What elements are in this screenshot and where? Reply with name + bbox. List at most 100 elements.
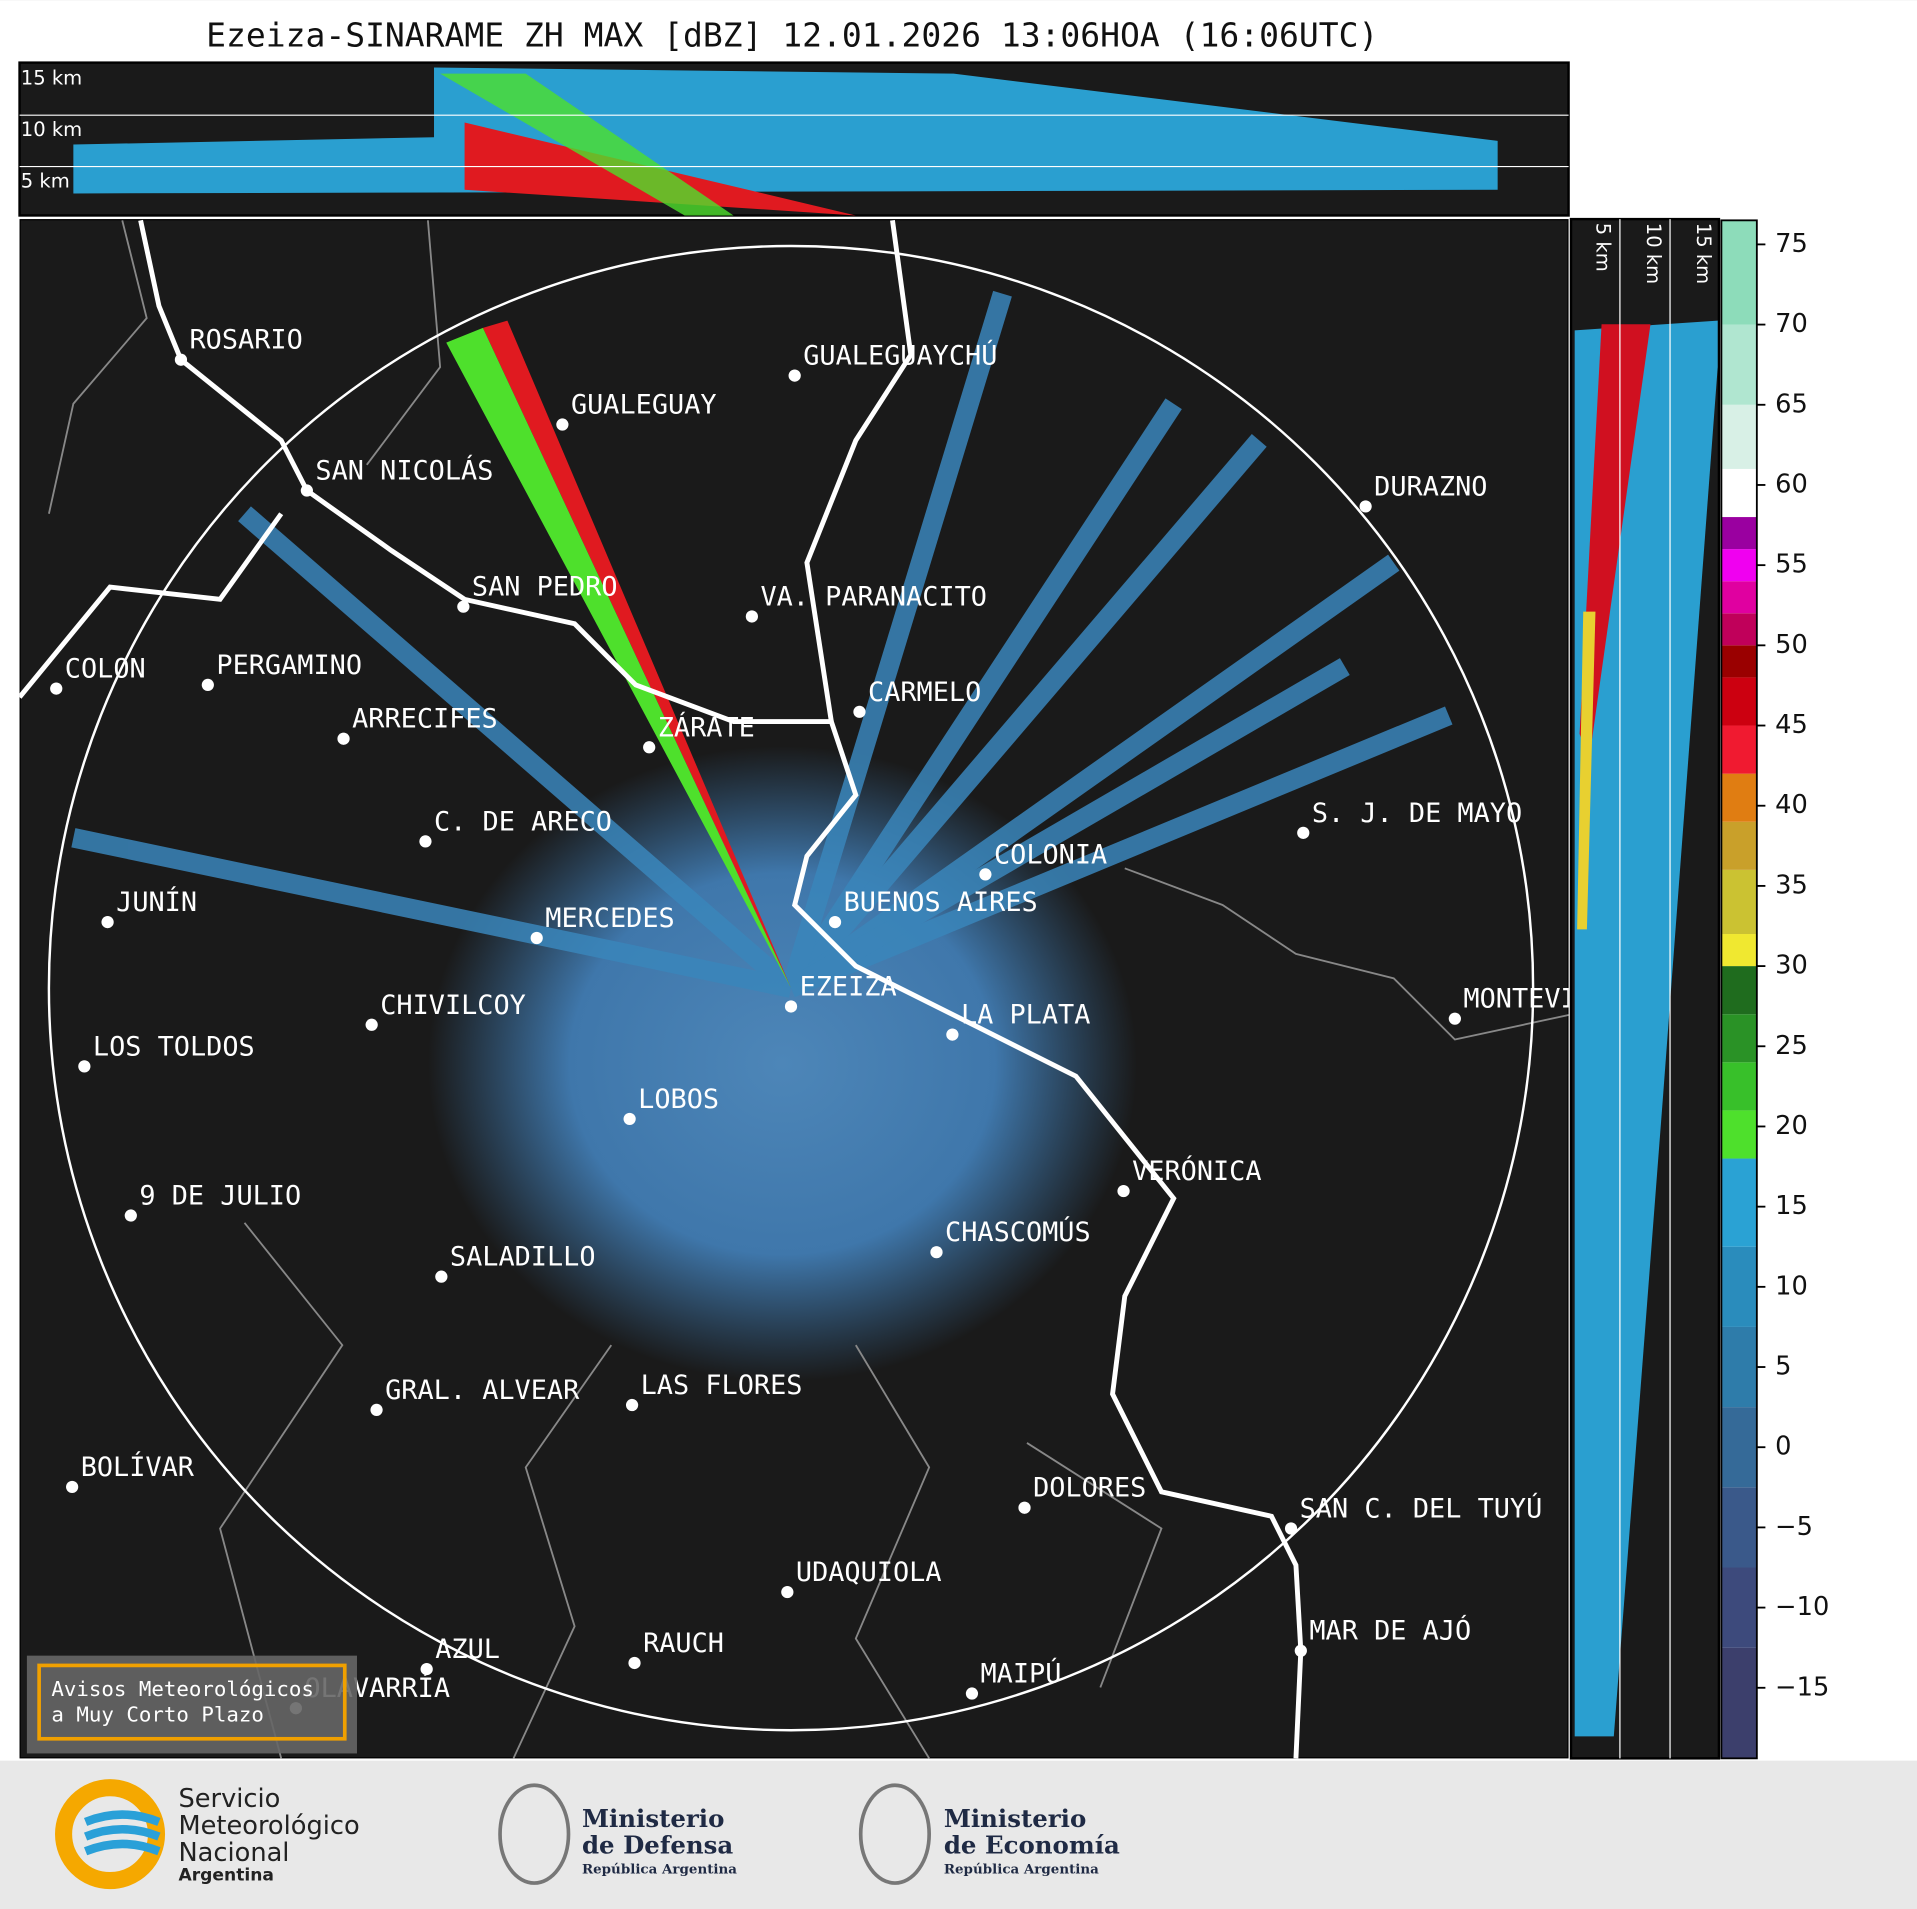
top-cross-section: 15 km 10 km 5 km	[18, 61, 1570, 217]
city-label: BOLÍVAR	[81, 1451, 195, 1483]
colorbar-segment	[1721, 468, 1757, 518]
colorbar-tick-label: 30	[1775, 951, 1808, 981]
right-cross-section: 5 km 10 km 15 km	[1569, 217, 1721, 1760]
city-label: MONTEVIDEO	[1463, 984, 1625, 1015]
colorbar-tick-label: −15	[1775, 1672, 1829, 1702]
height-label: 10 km	[1642, 223, 1665, 284]
city-label: CHASCOMÚS	[945, 1216, 1091, 1248]
colorbar-segment	[1721, 1110, 1757, 1159]
colorbar-segment	[1721, 1158, 1757, 1247]
city-dot	[457, 600, 470, 613]
city-label: UDAQUIOLA	[796, 1557, 942, 1588]
city-dot	[435, 1270, 448, 1283]
colorbar-tick-label: 20	[1775, 1111, 1808, 1141]
colorbar-tick-label: 5	[1775, 1352, 1791, 1382]
city-label: ARRECIFES	[352, 704, 498, 735]
city-label: LOBOS	[638, 1084, 719, 1115]
colorbar-tick-label: 55	[1775, 550, 1808, 580]
logo-text: Ministerio	[944, 1804, 1086, 1833]
city-label: S. J. DE MAYO	[1312, 798, 1522, 829]
city-label: GUALEGUAYCHÚ	[803, 340, 997, 372]
city-dot	[623, 1112, 636, 1126]
city-label: SALADILLO	[450, 1242, 596, 1273]
city-dot	[930, 1246, 943, 1259]
city-label: AZUL	[435, 1634, 500, 1665]
city-label: COLONIA	[994, 839, 1107, 870]
logo-text: Nacional	[178, 1838, 289, 1868]
colorbar-frame	[1720, 219, 1758, 1760]
city-dot	[853, 705, 866, 718]
city-label: SAN NICOLÁS	[315, 455, 493, 487]
city-label: DOLORES	[1033, 1473, 1146, 1504]
colorbar-segment	[1721, 645, 1757, 678]
logo-text: República Argentina	[944, 1861, 1099, 1877]
colorbar-segment	[1721, 869, 1757, 935]
logo-text: Meteorológico	[178, 1811, 359, 1841]
city-label: RAUCH	[643, 1628, 724, 1659]
colorbar-segment	[1721, 934, 1757, 967]
colorbar-segment	[1721, 1487, 1757, 1568]
height-label: 5 km	[21, 169, 70, 192]
logo-text: Servicio	[178, 1784, 280, 1814]
city-dot	[174, 353, 188, 366]
city-dot	[784, 1000, 798, 1013]
height-label: 15 km	[1692, 223, 1715, 284]
city-dot	[66, 1480, 79, 1494]
city-dot	[50, 682, 63, 695]
colorbar-segment	[1721, 613, 1757, 646]
city-label: DURAZNO	[1374, 471, 1487, 502]
city-label: VERÓNICA	[1132, 1155, 1261, 1187]
colorbar-segment	[1721, 677, 1757, 726]
colorbar-tick-label: 0	[1775, 1432, 1791, 1462]
city-dot	[745, 610, 758, 623]
colorbar-segment	[1721, 220, 1757, 325]
colorbar-tick-label: 45	[1775, 710, 1808, 740]
colorbar-tick-label: 25	[1775, 1031, 1808, 1061]
colorbar-tick-label: 75	[1775, 229, 1808, 259]
colorbar-segment	[1721, 404, 1757, 469]
city-dot	[828, 915, 842, 929]
city-label: COLON	[65, 654, 146, 685]
city-label: BUENOS AIRES	[844, 887, 1038, 918]
colorbar-tick-label: 65	[1775, 389, 1808, 419]
colorbar-tick-label: 10	[1775, 1271, 1808, 1301]
city-dot	[337, 732, 350, 745]
city-dot	[365, 1018, 378, 1031]
logo-text: de Economía	[944, 1831, 1120, 1860]
colorbar-segment	[1721, 821, 1757, 870]
warning-line: Avisos Meteorológicos	[51, 1677, 314, 1701]
city-label: MAIPÚ	[981, 1658, 1062, 1690]
colorbar-segment	[1721, 725, 1757, 774]
colorbar-segment	[1721, 1246, 1757, 1327]
city-label: SAN C. DEL TUYÚ	[1300, 1492, 1543, 1524]
colorbar-segment	[1721, 773, 1757, 822]
city-label: ROSARIO	[189, 325, 302, 356]
city-label: CHIVILCOY	[380, 990, 526, 1021]
logo-text: Argentina	[178, 1866, 273, 1886]
city-label: MAR DE AJÓ	[1309, 1615, 1471, 1647]
city-label: C. DE ARECO	[434, 806, 612, 837]
city-label: PERGAMINO	[216, 650, 362, 681]
city-dot	[1284, 1522, 1298, 1535]
height-label: 15 km	[21, 67, 82, 90]
city-dot	[1448, 1012, 1461, 1025]
colorbar-segment	[1721, 1407, 1757, 1488]
colorbar-segment	[1721, 1647, 1757, 1759]
city-dot	[124, 1209, 137, 1222]
colorbar-tick-label: 15	[1775, 1191, 1808, 1221]
city-label: GRAL. ALVEAR	[385, 1375, 580, 1406]
colorbar-segment	[1721, 324, 1757, 405]
city-label: ZÁRATE	[658, 711, 755, 743]
city-dot	[628, 1656, 641, 1670]
city-dot	[530, 931, 543, 945]
colorbar-tick-label: −5	[1775, 1512, 1813, 1542]
colorbar-segment	[1721, 966, 1757, 1015]
city-label: 9 DE JULIO	[139, 1181, 301, 1212]
city-dot	[1018, 1501, 1031, 1514]
city-dot	[420, 1662, 433, 1676]
city-dot	[556, 418, 569, 431]
colorbar-segment	[1721, 1567, 1757, 1648]
city-dot	[1117, 1184, 1130, 1198]
